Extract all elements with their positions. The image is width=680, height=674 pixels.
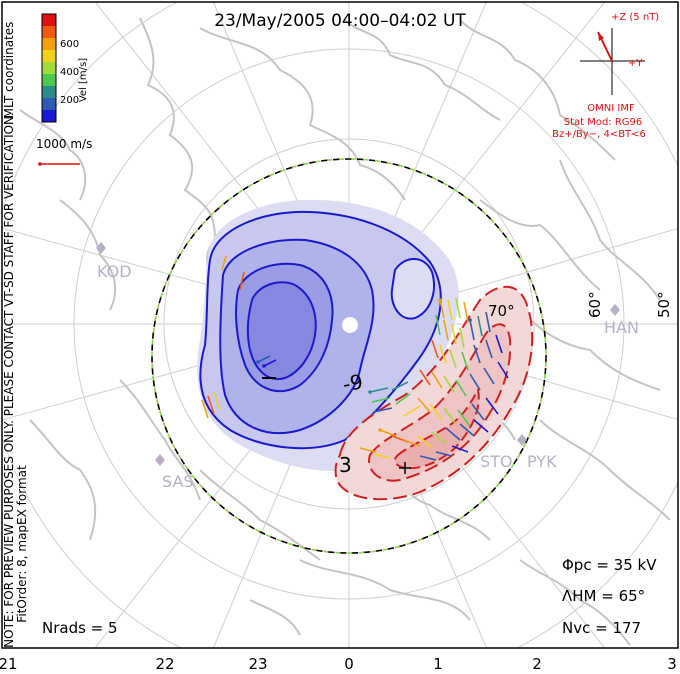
map-title: 23/May/2005 04:00–04:02 UT xyxy=(214,11,466,31)
mlt-tick-3: 3 xyxy=(667,655,677,673)
radar-label-sto: STO xyxy=(480,452,513,471)
lat-label-50: 50° xyxy=(655,291,673,318)
contour-label-negative: -9 xyxy=(341,369,365,396)
colorbar-swatch xyxy=(42,38,56,51)
plot-frame xyxy=(1,1,679,649)
colorbar-tick-200: 200 xyxy=(60,95,79,106)
vector-scale-label: 1000 m/s xyxy=(36,137,92,151)
colorbar-label: Vel [m/s] xyxy=(78,58,89,102)
velocity-vectors xyxy=(201,255,509,461)
radar-label-pyk: PYK xyxy=(527,452,557,471)
hmb-latitude: ΛHM = 65° xyxy=(562,587,645,605)
mlt-tick-1: 1 xyxy=(433,655,443,673)
colorbar-border xyxy=(41,13,57,123)
mlt-tick-23: 23 xyxy=(248,655,267,673)
colorbar-swatch xyxy=(42,74,56,87)
coastlines xyxy=(19,17,671,646)
imf-conditions-label: Bz+/By−, 4<BT<6 xyxy=(552,129,646,140)
colorbar-swatch xyxy=(42,62,56,75)
vector-count: Nvc = 177 xyxy=(562,619,641,637)
imf-clock xyxy=(580,28,645,95)
colorbar-tick-400: 400 xyxy=(60,67,79,78)
lat-label-70: 70° xyxy=(488,302,515,320)
fit-order-note: FitOrder: 8, mapEX format xyxy=(15,465,29,623)
colorbar-swatch xyxy=(42,26,56,39)
radar-label-han: HAN xyxy=(604,318,639,337)
colorbar-swatch xyxy=(42,86,56,99)
lat-label-60: 60° xyxy=(586,291,604,318)
stat-model-label: Stat Mod: RG96 xyxy=(564,117,643,128)
colorbar-swatch xyxy=(42,50,56,63)
radar-label-kod: KOD xyxy=(97,262,132,281)
imf-source-label: OMNI IMF xyxy=(587,103,635,114)
colorbar-swatch xyxy=(42,110,56,123)
imf-z-label: +Z (5 nT) xyxy=(611,12,659,23)
radar-count: Nrads = 5 xyxy=(42,619,118,637)
colorbar-swatch xyxy=(42,14,56,27)
preview-note: NOTE: FOR PREVIEW PURPOSES ONLY. PLEASE … xyxy=(2,112,16,648)
contour-label-positive: 3 xyxy=(339,453,352,477)
imf-y-label: +Y xyxy=(628,58,643,69)
positive-potential-cell xyxy=(334,285,534,501)
mlt-tick-0: 0 xyxy=(344,655,354,673)
coordinate-system-label: MLT coordinates xyxy=(2,22,16,119)
colorbar-swatch xyxy=(42,98,56,111)
mlt-tick-2: 2 xyxy=(532,655,542,673)
radar-label-sas: SAS xyxy=(162,472,194,491)
cross-polar-cap-potential: Φpc = 35 kV xyxy=(562,556,657,574)
mlt-tick-21: 21 xyxy=(0,655,18,673)
colorbar-tick-600: 600 xyxy=(60,39,79,50)
velocity-colorbar xyxy=(41,13,57,123)
mlt-tick-22: 22 xyxy=(155,655,174,673)
radar-site-markers xyxy=(96,242,620,466)
